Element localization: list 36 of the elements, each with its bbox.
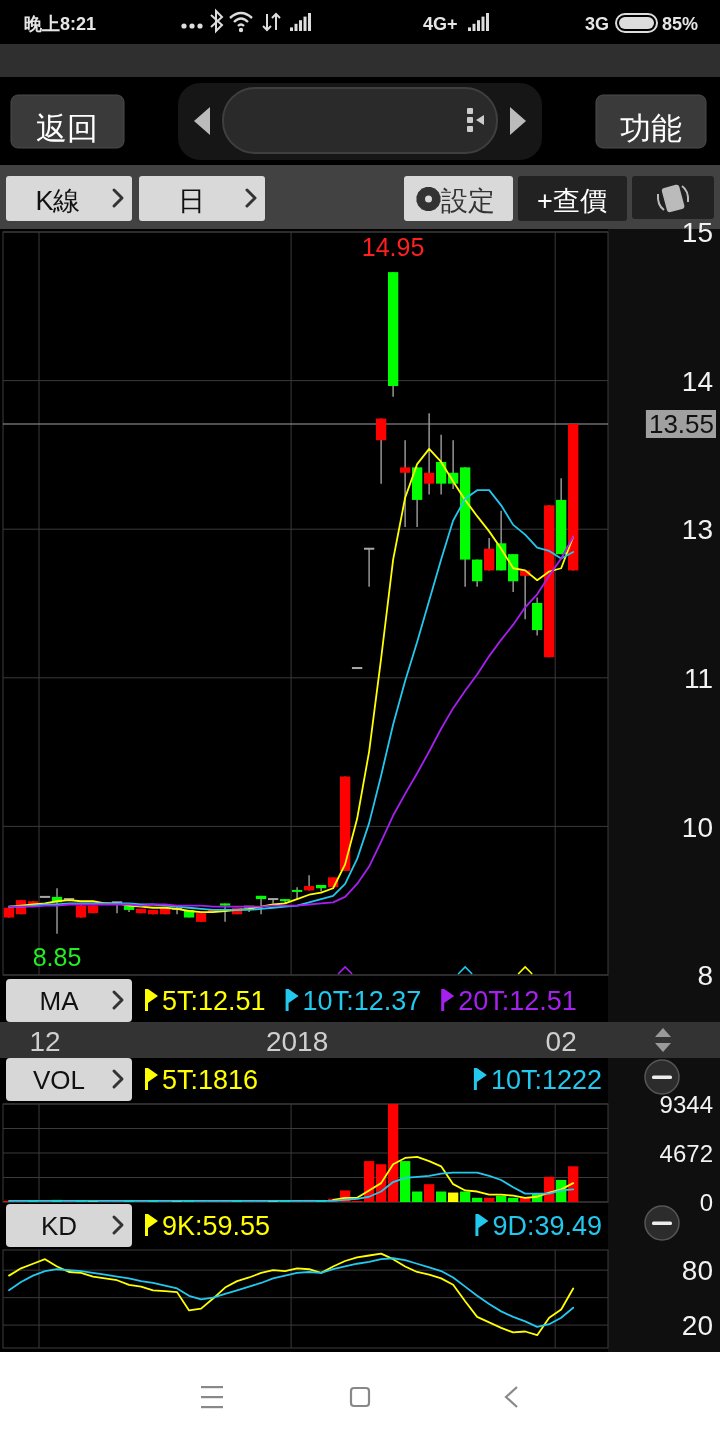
x-tick-label: 02 xyxy=(545,1026,577,1057)
text: 4G+ xyxy=(423,14,458,34)
legend-title: KD xyxy=(40,1211,78,1241)
legend-label: 20T:12.51 xyxy=(458,986,577,1016)
text: 晚上8:21 xyxy=(24,14,97,34)
y-tick-label: 10 xyxy=(681,811,713,843)
x-tick-label: 2018 xyxy=(265,1026,329,1057)
text: 3G xyxy=(585,14,610,34)
legend-title: VOL xyxy=(32,1065,86,1095)
text: K線 xyxy=(35,186,81,216)
y-tick-label: 11 xyxy=(683,662,713,694)
legend-title: MA xyxy=(39,986,80,1016)
legend-label: 10T:12.37 xyxy=(302,986,422,1016)
legend-label: 10T:1222 xyxy=(490,1065,603,1095)
legend-label: 9D:39.49 xyxy=(492,1211,602,1241)
annotation: 14.95 xyxy=(361,233,425,262)
y-tick-label: 13 xyxy=(681,514,713,546)
legend-label: 9K:59.55 xyxy=(162,1211,271,1241)
y-tick-label: 80 xyxy=(681,1255,713,1287)
y-tick-label: 15 xyxy=(681,217,713,249)
text: 設定 xyxy=(441,186,495,216)
y-tick-label: 8 xyxy=(697,960,713,992)
legend-label: 5T:12.51 xyxy=(162,986,266,1016)
legend-label: 5T:1816 xyxy=(162,1065,259,1095)
y-tick-label: 4672 xyxy=(659,1139,713,1167)
text: 日 xyxy=(177,186,205,216)
text: +查價 xyxy=(537,186,607,216)
text: 功能 xyxy=(620,111,682,146)
text: 85% xyxy=(661,14,698,34)
text: 返回 xyxy=(36,111,98,146)
y-tick-label: 14 xyxy=(681,365,713,397)
y-tick-label: 20 xyxy=(681,1310,713,1342)
x-tick-label: 12 xyxy=(29,1026,61,1057)
y-tick-label: 0 xyxy=(699,1188,713,1216)
y-tick-label: 9344 xyxy=(659,1090,713,1118)
annotation: 8.85 xyxy=(32,942,82,971)
